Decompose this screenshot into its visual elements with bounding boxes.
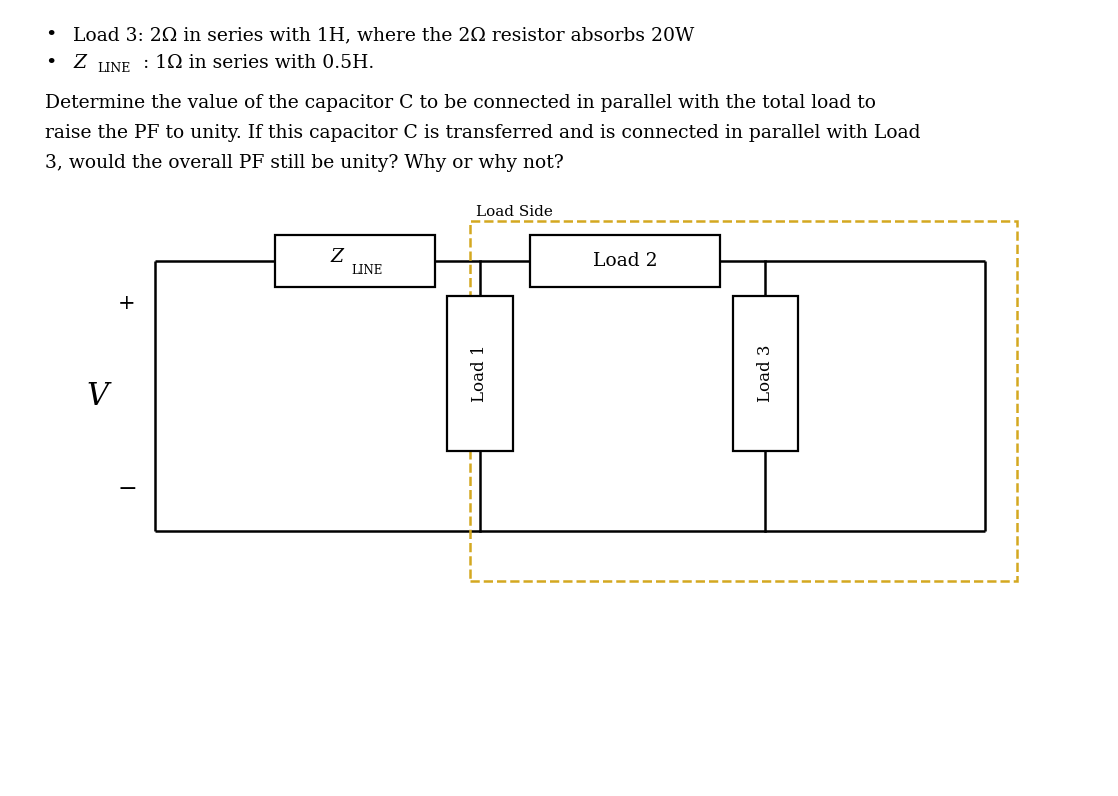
Bar xyxy=(732,296,797,451)
Bar xyxy=(470,221,1017,581)
Text: •: • xyxy=(45,26,56,44)
Bar xyxy=(447,296,512,451)
Text: Z: Z xyxy=(331,248,343,266)
Text: : 1Ω in series with 0.5H.: : 1Ω in series with 0.5H. xyxy=(143,54,375,72)
Text: •: • xyxy=(45,54,56,72)
Text: Load 2: Load 2 xyxy=(593,252,657,270)
Text: Load 3: 2Ω in series with 1H, where the 2Ω resistor absorbs 20W: Load 3: 2Ω in series with 1H, where the … xyxy=(73,26,694,44)
Text: LINE: LINE xyxy=(351,263,382,276)
Text: +: + xyxy=(119,294,135,313)
Text: −: − xyxy=(117,478,136,501)
Bar xyxy=(275,235,435,287)
Text: Load 1: Load 1 xyxy=(472,345,489,402)
Text: raise the PF to unity. If this capacitor C is transferred and is connected in pa: raise the PF to unity. If this capacitor… xyxy=(45,124,920,142)
Text: V: V xyxy=(86,380,108,412)
Text: 3, would the overall PF still be unity? Why or why not?: 3, would the overall PF still be unity? … xyxy=(45,154,563,172)
Text: Determine the value of the capacitor C to be connected in parallel with the tota: Determine the value of the capacitor C t… xyxy=(45,94,877,112)
Bar xyxy=(530,235,720,287)
Text: LINE: LINE xyxy=(97,62,131,75)
Text: Load Side: Load Side xyxy=(476,205,553,219)
Text: Z: Z xyxy=(73,54,86,72)
Text: Load 3: Load 3 xyxy=(757,345,774,402)
